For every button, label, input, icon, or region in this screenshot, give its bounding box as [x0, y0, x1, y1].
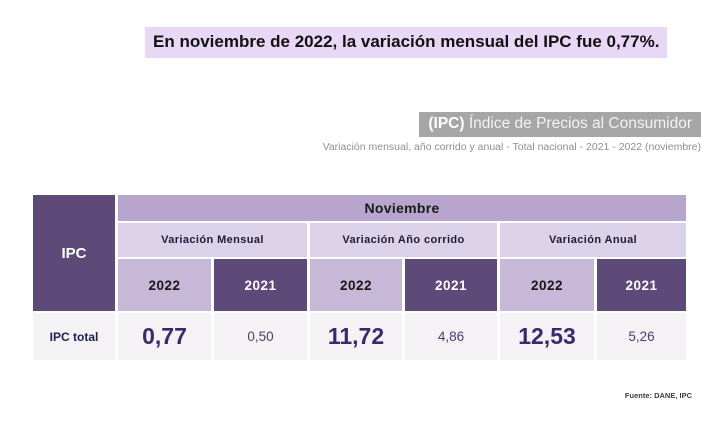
section-header-variacion-anual: Variación Anual	[500, 223, 686, 257]
ipc-data-table: IPC Noviembre Variación Mensual Variació…	[33, 195, 686, 360]
section-header-variacion-mensual: Variación Mensual	[118, 223, 307, 257]
value-ano-corrido-2022: 11,72	[310, 313, 402, 360]
value-anual-2021: 5,26	[597, 313, 686, 360]
table-corner-label: IPC	[33, 195, 115, 311]
section-header-variacion-ano-corrido: Variación Año corrido	[310, 223, 497, 257]
year-header-anual-2021: 2021	[597, 259, 686, 311]
report-title-tag: (IPC)	[428, 115, 465, 132]
year-header-mensual-2021: 2021	[214, 259, 307, 311]
value-anual-2022: 12,53	[500, 313, 594, 360]
year-header-ano-corrido-2022: 2022	[310, 259, 402, 311]
year-header-ano-corrido-2021: 2021	[405, 259, 497, 311]
value-ano-corrido-2021: 4,86	[405, 313, 497, 360]
row-label-ipc-total: IPC total	[33, 313, 115, 360]
report-subtitle: Variación mensual, año corrido y anual -…	[322, 141, 701, 153]
source-note: Fuente: DANE, IPC	[624, 391, 692, 400]
value-mensual-2021: 0,50	[214, 313, 307, 360]
report-title-text: Índice de Precios al Consumidor	[464, 115, 692, 132]
year-header-mensual-2022: 2022	[118, 259, 211, 311]
year-header-anual-2022: 2022	[500, 259, 594, 311]
table-month-header: Noviembre	[118, 195, 686, 221]
headline-banner: En noviembre de 2022, la variación mensu…	[145, 27, 668, 58]
value-mensual-2022: 0,77	[118, 313, 211, 360]
report-title: (IPC) Índice de Precios al Consumidor	[419, 112, 701, 137]
